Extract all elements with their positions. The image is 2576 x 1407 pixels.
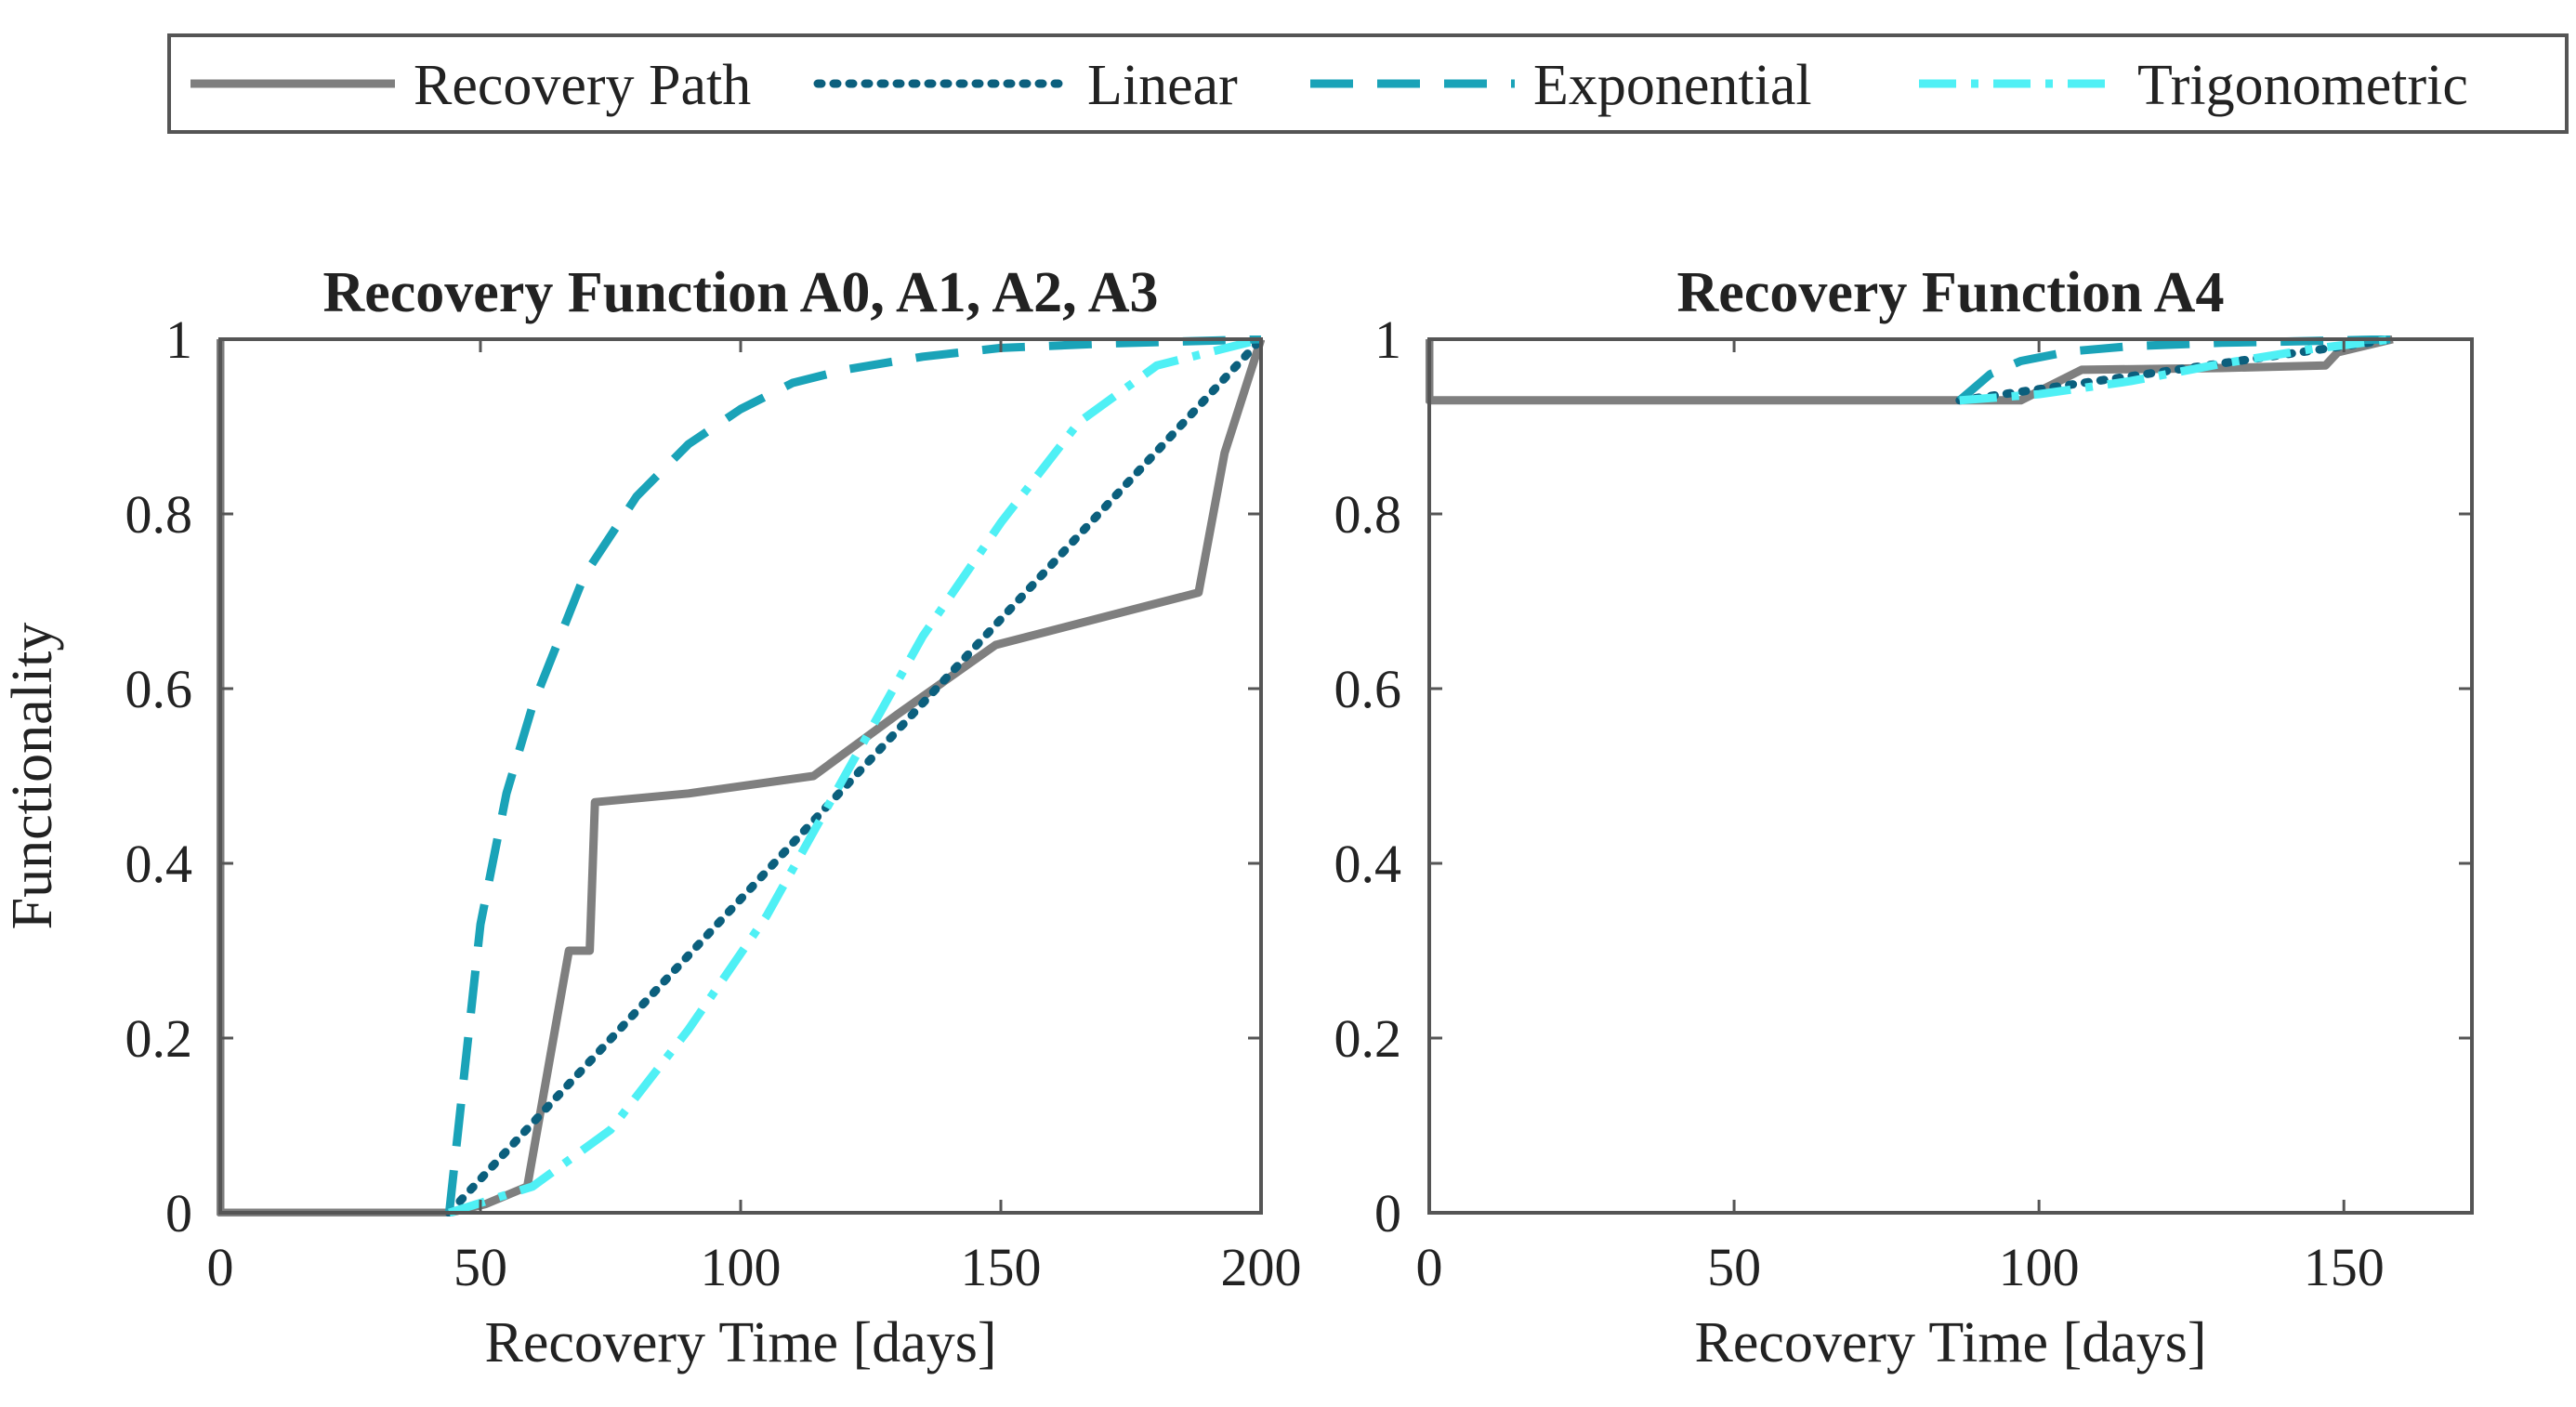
x-tick-label: 100 [1999, 1237, 2080, 1297]
legend-label-linear: Linear [1087, 54, 1238, 117]
y-tick-label: 0.6 [1334, 659, 1402, 719]
x-tick-label: 150 [961, 1237, 1042, 1297]
legend: Recovery Path Linear Exponential Trigonomet… [167, 33, 2569, 134]
chart-panel-a4: Recovery Function A4 0 50 100 150 0 0.2 0.4 0.6 0… [1334, 261, 2474, 1374]
legend-label-exponential: Exponential [1533, 54, 1812, 117]
series-line-trigonometric [448, 335, 1263, 1216]
y-tick-label: 1 [1374, 309, 1401, 370]
chart-title: Recovery Function A4 [1677, 261, 2225, 324]
legend-label-trigonometric: Trigonometric [2137, 54, 2468, 117]
y-tick-label: 0.8 [125, 484, 193, 545]
y-tick-label: 0.2 [125, 1008, 193, 1069]
chart-panel-a0-a3: Recovery Function A0, A1, A2, A3 0 50 100 15… [1, 261, 1302, 1374]
x-tick-label: 100 [701, 1237, 782, 1297]
y-tick-label: 0.8 [1334, 484, 1402, 545]
y-tick-label: 0.4 [1334, 834, 1402, 894]
series-line-exponential [444, 335, 1262, 1214]
plot-frame [1427, 337, 2474, 1215]
series-line-linear [444, 335, 1265, 1216]
series-line-recovery-path [1426, 335, 2394, 405]
y-tick-label: 0.6 [125, 659, 193, 719]
y-axis-label: Functionality [1, 623, 64, 930]
series-line-linear [1955, 335, 2398, 405]
x-tick-label: 0 [1416, 1237, 1443, 1297]
x-axis-label: Recovery Time [days] [484, 1311, 996, 1374]
x-tick-label: 50 [453, 1237, 507, 1297]
y-tick-label: 0.2 [1334, 1008, 1402, 1069]
x-axis-label: Recovery Time [days] [1694, 1311, 2206, 1374]
y-tick-label: 0 [1374, 1183, 1401, 1243]
y-tick-label: 1 [165, 309, 192, 370]
x-tick-label: 0 [207, 1237, 234, 1297]
chart-title: Recovery Function A0, A1, A2, A3 [323, 261, 1159, 324]
x-tick-label: 50 [1707, 1237, 1761, 1297]
y-tick-label: 0.4 [125, 834, 193, 894]
legend-label-recovery-path: Recovery Path [414, 54, 751, 117]
x-tick-label: 200 [1221, 1237, 1302, 1297]
legend-box [167, 33, 2569, 134]
x-tick-label: 150 [2304, 1237, 2385, 1297]
y-tick-label: 0 [165, 1183, 192, 1243]
series-line-exponential [1956, 335, 2393, 404]
